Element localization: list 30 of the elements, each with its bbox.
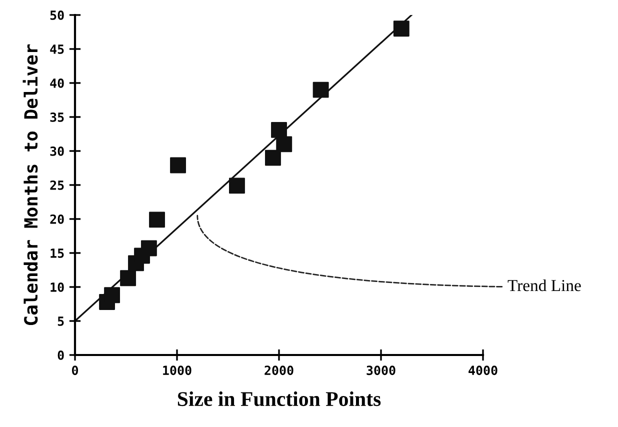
x-tick-label: 3000 xyxy=(366,366,396,376)
point xyxy=(276,136,292,152)
y-tick-label: 25 xyxy=(50,180,64,190)
point xyxy=(140,240,157,256)
point xyxy=(120,270,136,286)
point xyxy=(229,178,245,194)
point xyxy=(104,287,120,304)
x-tick-label: 1000 xyxy=(163,366,192,376)
annotation: Trend Line xyxy=(508,279,581,292)
point xyxy=(271,122,287,138)
point xyxy=(393,20,410,37)
y-tick-label: 0 xyxy=(58,350,64,360)
y-tick-label: 50 xyxy=(50,10,64,20)
y-tick-label: 35 xyxy=(50,112,64,122)
point xyxy=(265,150,281,166)
x-tick-label: 2000 xyxy=(264,366,294,376)
y-tick-label: 5 xyxy=(58,316,64,326)
x-tick-label: 4000 xyxy=(468,366,498,376)
y-axis-title: Calendar Months to Deliver xyxy=(22,44,38,325)
point xyxy=(170,157,186,174)
x-axis-title: Size in Function Points xyxy=(178,391,381,406)
y-tick-label: 40 xyxy=(50,78,64,88)
y-tick-label: 20 xyxy=(50,214,64,224)
y-tick-label: 15 xyxy=(50,248,64,258)
point xyxy=(149,212,165,228)
y-tick-label: 10 xyxy=(50,282,64,292)
y-tick-label: 30 xyxy=(50,146,64,156)
y-tick-label: 45 xyxy=(50,44,64,54)
point xyxy=(312,82,329,98)
x-tick-label: 0 xyxy=(72,366,78,376)
